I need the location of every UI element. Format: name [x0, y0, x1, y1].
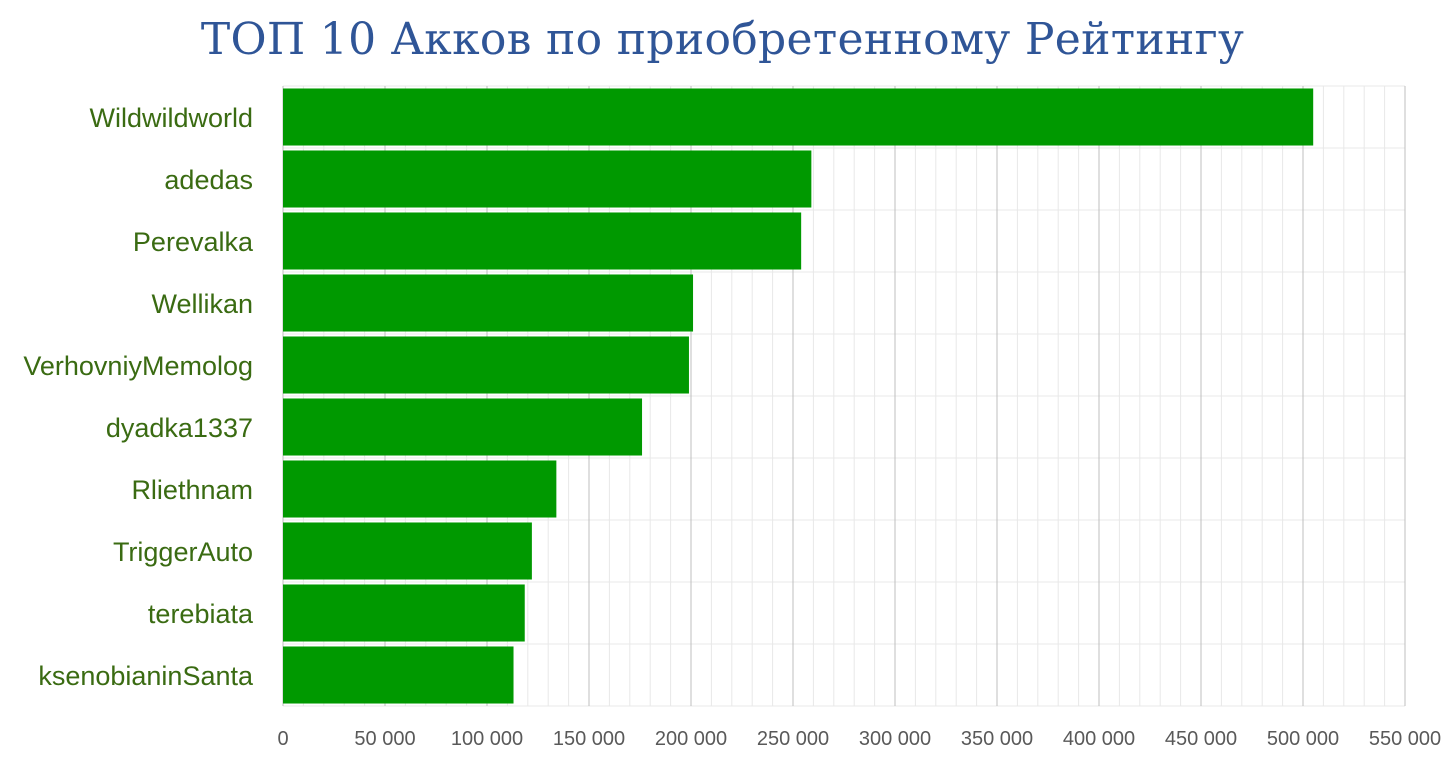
bar [283, 150, 812, 208]
bar [283, 398, 643, 456]
x-tick-label: 400 000 [1063, 728, 1135, 750]
category-label: TriggerAuto [113, 537, 253, 567]
category-labels: Wildwildworld adedas Perevalka Wellikan Verh… [23, 103, 254, 691]
x-tick-label: 550 000 [1369, 728, 1441, 750]
bar [283, 336, 689, 394]
x-tick-label: 0 [277, 728, 288, 750]
x-tick-label: 450 000 [1165, 728, 1237, 750]
x-tick-label: 200 000 [655, 728, 727, 750]
x-tick-label: 350 000 [961, 728, 1033, 750]
bar [283, 584, 525, 642]
chart-title: ТОП 10 Акков по приобретенному Рейтингу [200, 14, 1245, 65]
bar [283, 460, 557, 518]
category-label: adedas [164, 165, 253, 195]
bar [283, 212, 802, 270]
x-tick-label: 300 000 [859, 728, 931, 750]
x-tick-label: 50 000 [354, 728, 415, 750]
category-label: Rliethnam [131, 475, 253, 505]
category-label: Wellikan [151, 289, 253, 319]
x-tick-label: 250 000 [757, 728, 829, 750]
category-label: terebiata [148, 599, 254, 629]
category-label: Wildwildworld [89, 103, 253, 133]
x-tick-label: 500 000 [1267, 728, 1339, 750]
category-label: Perevalka [133, 227, 254, 257]
bar [283, 274, 694, 332]
bar [283, 522, 532, 580]
bar [283, 646, 514, 704]
bar [283, 88, 1314, 146]
x-axis-tick-labels: 0 50 000 100 000 150 000 200 000 250 000 300 0… [277, 728, 1441, 750]
category-label: dyadka1337 [106, 413, 253, 443]
category-label: ksenobianinSanta [38, 661, 254, 691]
x-tick-label: 150 000 [553, 728, 625, 750]
bars [283, 88, 1314, 704]
x-tick-label: 100 000 [451, 728, 523, 750]
category-label: VerhovniyMemolog [23, 351, 253, 381]
